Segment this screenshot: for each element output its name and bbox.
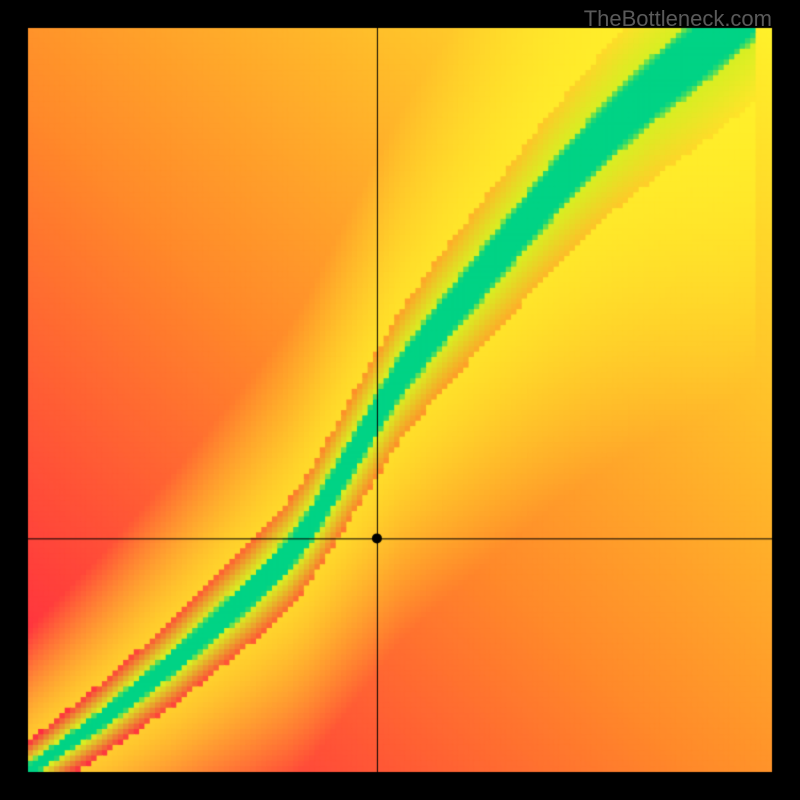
watermark-text: TheBottleneck.com xyxy=(584,6,772,32)
chart-container: TheBottleneck.com xyxy=(0,0,800,800)
heatmap-canvas xyxy=(0,0,800,800)
